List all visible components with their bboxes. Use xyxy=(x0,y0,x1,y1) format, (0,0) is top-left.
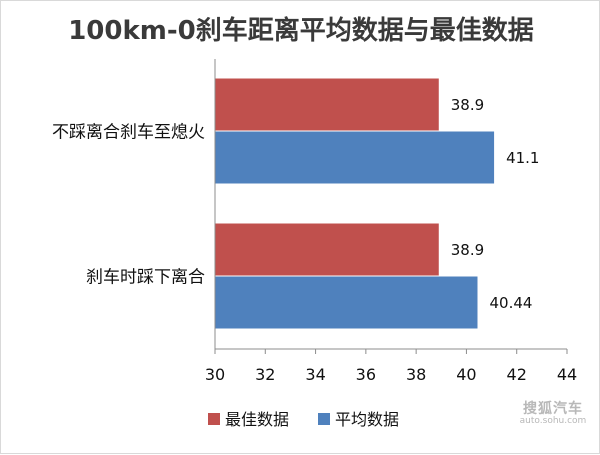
chart-title: 100km-0刹车距离平均数据与最佳数据 xyxy=(68,15,534,46)
legend-swatch-average xyxy=(318,413,330,425)
bars-layer: 38.9 41.1 38.9 40.44 xyxy=(215,78,539,329)
bar-best-1 xyxy=(215,78,439,131)
x-tick-label: 30 xyxy=(205,365,225,384)
x-tick-label: 32 xyxy=(255,365,275,384)
x-tick-label: 40 xyxy=(456,365,476,384)
x-tick-label: 42 xyxy=(507,365,527,384)
bar-average-2 xyxy=(215,276,478,329)
x-tick-label: 36 xyxy=(356,365,376,384)
watermark-url: auto.sohu.com xyxy=(519,416,587,427)
bar-average-1 xyxy=(215,131,495,184)
legend-label-average: 平均数据 xyxy=(335,410,399,429)
legend-swatch-best xyxy=(208,413,220,425)
x-tick-label: 34 xyxy=(305,365,325,384)
category-label: 不踩离合刹车至熄火 xyxy=(52,123,205,143)
x-tick-label: 44 xyxy=(557,365,577,384)
data-label: 38.9 xyxy=(451,96,484,114)
legend-label-best: 最佳数据 xyxy=(225,410,289,429)
watermark: 搜狐汽车 auto.sohu.com xyxy=(510,401,596,427)
data-label: 38.9 xyxy=(451,241,484,259)
watermark-text: 搜狐汽车 xyxy=(523,401,583,417)
legend: 最佳数据 平均数据 xyxy=(208,410,399,429)
data-label: 41.1 xyxy=(506,149,539,167)
category-label: 刹车时踩下离合 xyxy=(86,268,205,288)
x-tick-label: 38 xyxy=(406,365,426,384)
data-label: 40.44 xyxy=(489,294,532,312)
bar-best-2 xyxy=(215,223,439,276)
